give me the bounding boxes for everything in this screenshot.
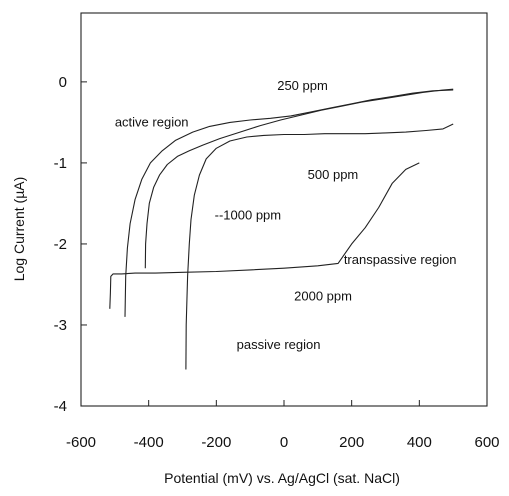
annotation-label: 2000 ppm [294,289,352,304]
x-tick-label: 0 [280,434,288,451]
series-line-250-ppm [124,89,454,317]
annotation-label: passive region [237,337,321,352]
x-tick-label: -200 [201,434,231,451]
x-tick-label: 400 [407,434,432,451]
x-tick-label: -400 [134,434,164,451]
y-axis-title: Log Current (µA) [11,177,27,282]
series-lines [109,88,454,370]
annotation-label: 250 ppm [277,78,328,93]
x-axis-title: Potential (mV) vs. Ag/AgCl (sat. NaCl) [164,470,400,486]
annotation-label: 500 ppm [308,167,359,182]
series-line-2000-ppm [109,162,420,309]
y-tick-label: -2 [54,236,67,253]
annotation-label: transpassive region [344,252,457,267]
axis-ticks: -600 -400 -200 0 200 400 600 0 -1 -2 -3 -4 [54,74,500,451]
series-line-500-ppm [144,88,454,269]
x-tick-label: 200 [339,434,364,451]
annotations: 250 ppm active region 500 ppm --1000 ppm tra… [115,78,457,352]
series-line-1000-ppm [185,123,454,370]
annotation-label: active region [115,114,189,129]
annotation-label: --1000 ppm [215,208,281,223]
y-tick-label: -3 [54,317,67,334]
y-tick-label: -4 [54,398,67,415]
y-tick-label: -1 [54,155,67,172]
x-tick-label: 600 [474,434,499,451]
y-tick-label: 0 [59,74,67,91]
x-tick-label: -600 [66,434,96,451]
